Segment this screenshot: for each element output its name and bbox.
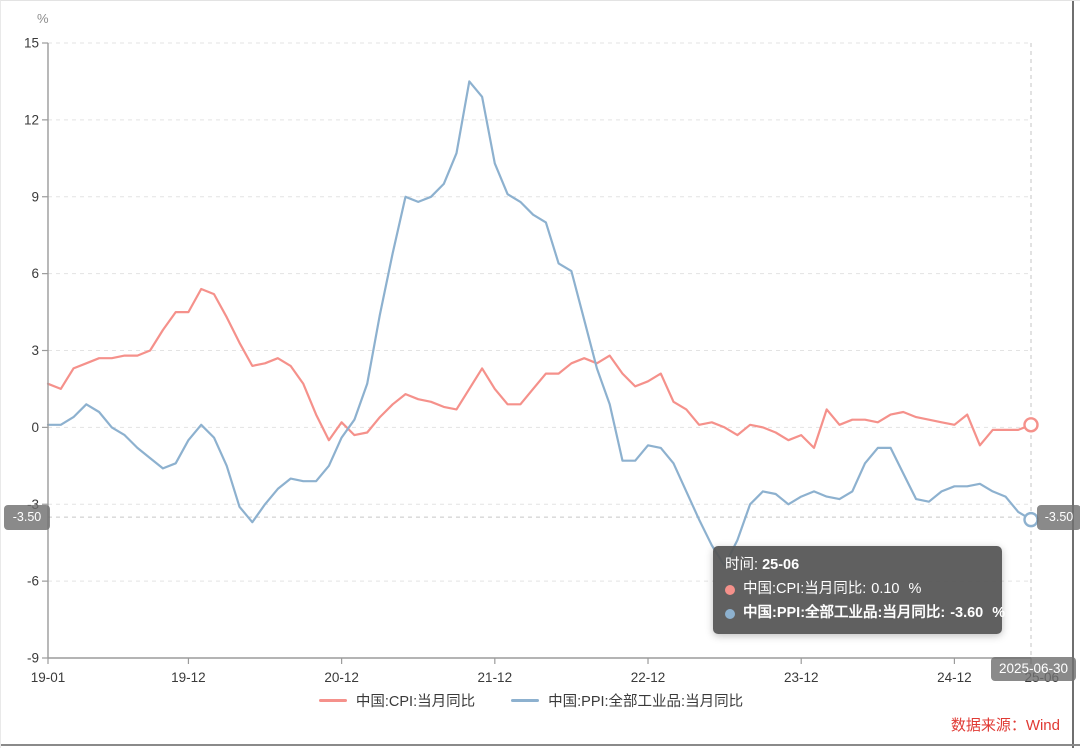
cpi-series-dot-icon <box>725 584 735 595</box>
tooltip-time-value: 25-06 <box>762 557 800 573</box>
tooltip-ppi-unit: % <box>992 605 1006 621</box>
y-axis-pointer-badge-right: -3.50 <box>1037 505 1080 530</box>
x-axis-tick-label: 20-12 <box>324 670 359 685</box>
window-bottom-edge <box>1 744 1080 746</box>
tooltip-cpi-text: 中国:CPI:当月同比: 0.10% <box>743 579 921 600</box>
window-right-edge <box>1072 1 1074 748</box>
y-axis-tick-label: 0 <box>31 420 39 435</box>
y-axis-tick-label: 9 <box>31 189 39 204</box>
hover-tooltip: 时间: 25-06 中国:CPI:当月同比: 0.10% 中国:PPI:全部工业品… <box>713 546 1005 634</box>
x-axis-tick-label: 22-12 <box>631 670 666 685</box>
series-line-ppi <box>46 80 1033 567</box>
ppi-series-dot-icon <box>725 608 735 619</box>
x-axis-pointer-badge: 2025-06-30 <box>991 657 1077 681</box>
legend-label-cpi: 中国:CPI:当月同比 <box>355 694 476 710</box>
legend-item-ppi[interactable]: 中国:PPI:全部工业品:当月同比 <box>511 690 743 711</box>
x-axis-tick-label: 19-01 <box>31 670 66 685</box>
tooltip-time-row: 时间: 25-06 <box>725 555 988 576</box>
series-line-cpi <box>46 287 1033 449</box>
ppi-line-swatch-icon <box>511 699 540 702</box>
tooltip-ppi-name: 中国:PPI:全部工业品:当月同比: <box>743 605 946 621</box>
cpi-line-swatch-icon <box>318 699 347 702</box>
data-source-note: 数据来源：Wind <box>950 717 1060 734</box>
tooltip-time-label: 时间: <box>725 557 759 573</box>
tooltip-cpi-value: 0.10 <box>871 581 900 597</box>
chart-legend: 中国:CPI:当月同比 中国:PPI:全部工业品:当月同比 <box>1 690 1061 711</box>
x-axis-tick-label: 24-12 <box>937 670 972 685</box>
x-axis-tick-label: 19-12 <box>171 670 206 685</box>
end-marker-ppi <box>1023 511 1039 528</box>
tooltip-ppi-value: -3.60 <box>950 605 984 621</box>
y-axis-tick-label: -9 <box>27 651 39 666</box>
y-axis-tick-label: 3 <box>31 343 39 358</box>
y-axis-unit-label: % <box>37 11 49 26</box>
legend-item-cpi[interactable]: 中国:CPI:当月同比 <box>318 690 476 711</box>
tooltip-ppi-text: 中国:PPI:全部工业品:当月同比: -3.60% <box>743 603 1005 624</box>
tooltip-cpi-unit: % <box>908 581 922 597</box>
tooltip-series-row-cpi: 中国:CPI:当月同比: 0.10% <box>725 579 988 600</box>
x-axis-tick-label: 23-12 <box>784 670 819 685</box>
y-axis-pointer-badge-left: -3.50 <box>4 505 50 530</box>
y-axis-tick-label: 6 <box>31 266 39 281</box>
y-axis-tick-label: -6 <box>27 574 39 589</box>
legend-label-ppi: 中国:PPI:全部工业品:当月同比 <box>548 694 744 710</box>
x-axis-tick-label: 21-12 <box>478 670 513 685</box>
y-axis-tick-label: 12 <box>24 112 39 127</box>
end-marker-cpi <box>1023 417 1039 433</box>
y-axis-tick-label: 15 <box>24 36 39 51</box>
tooltip-cpi-name: 中国:CPI:当月同比: <box>743 581 867 597</box>
tooltip-series-row-ppi: 中国:PPI:全部工业品:当月同比: -3.60% <box>725 603 1005 624</box>
